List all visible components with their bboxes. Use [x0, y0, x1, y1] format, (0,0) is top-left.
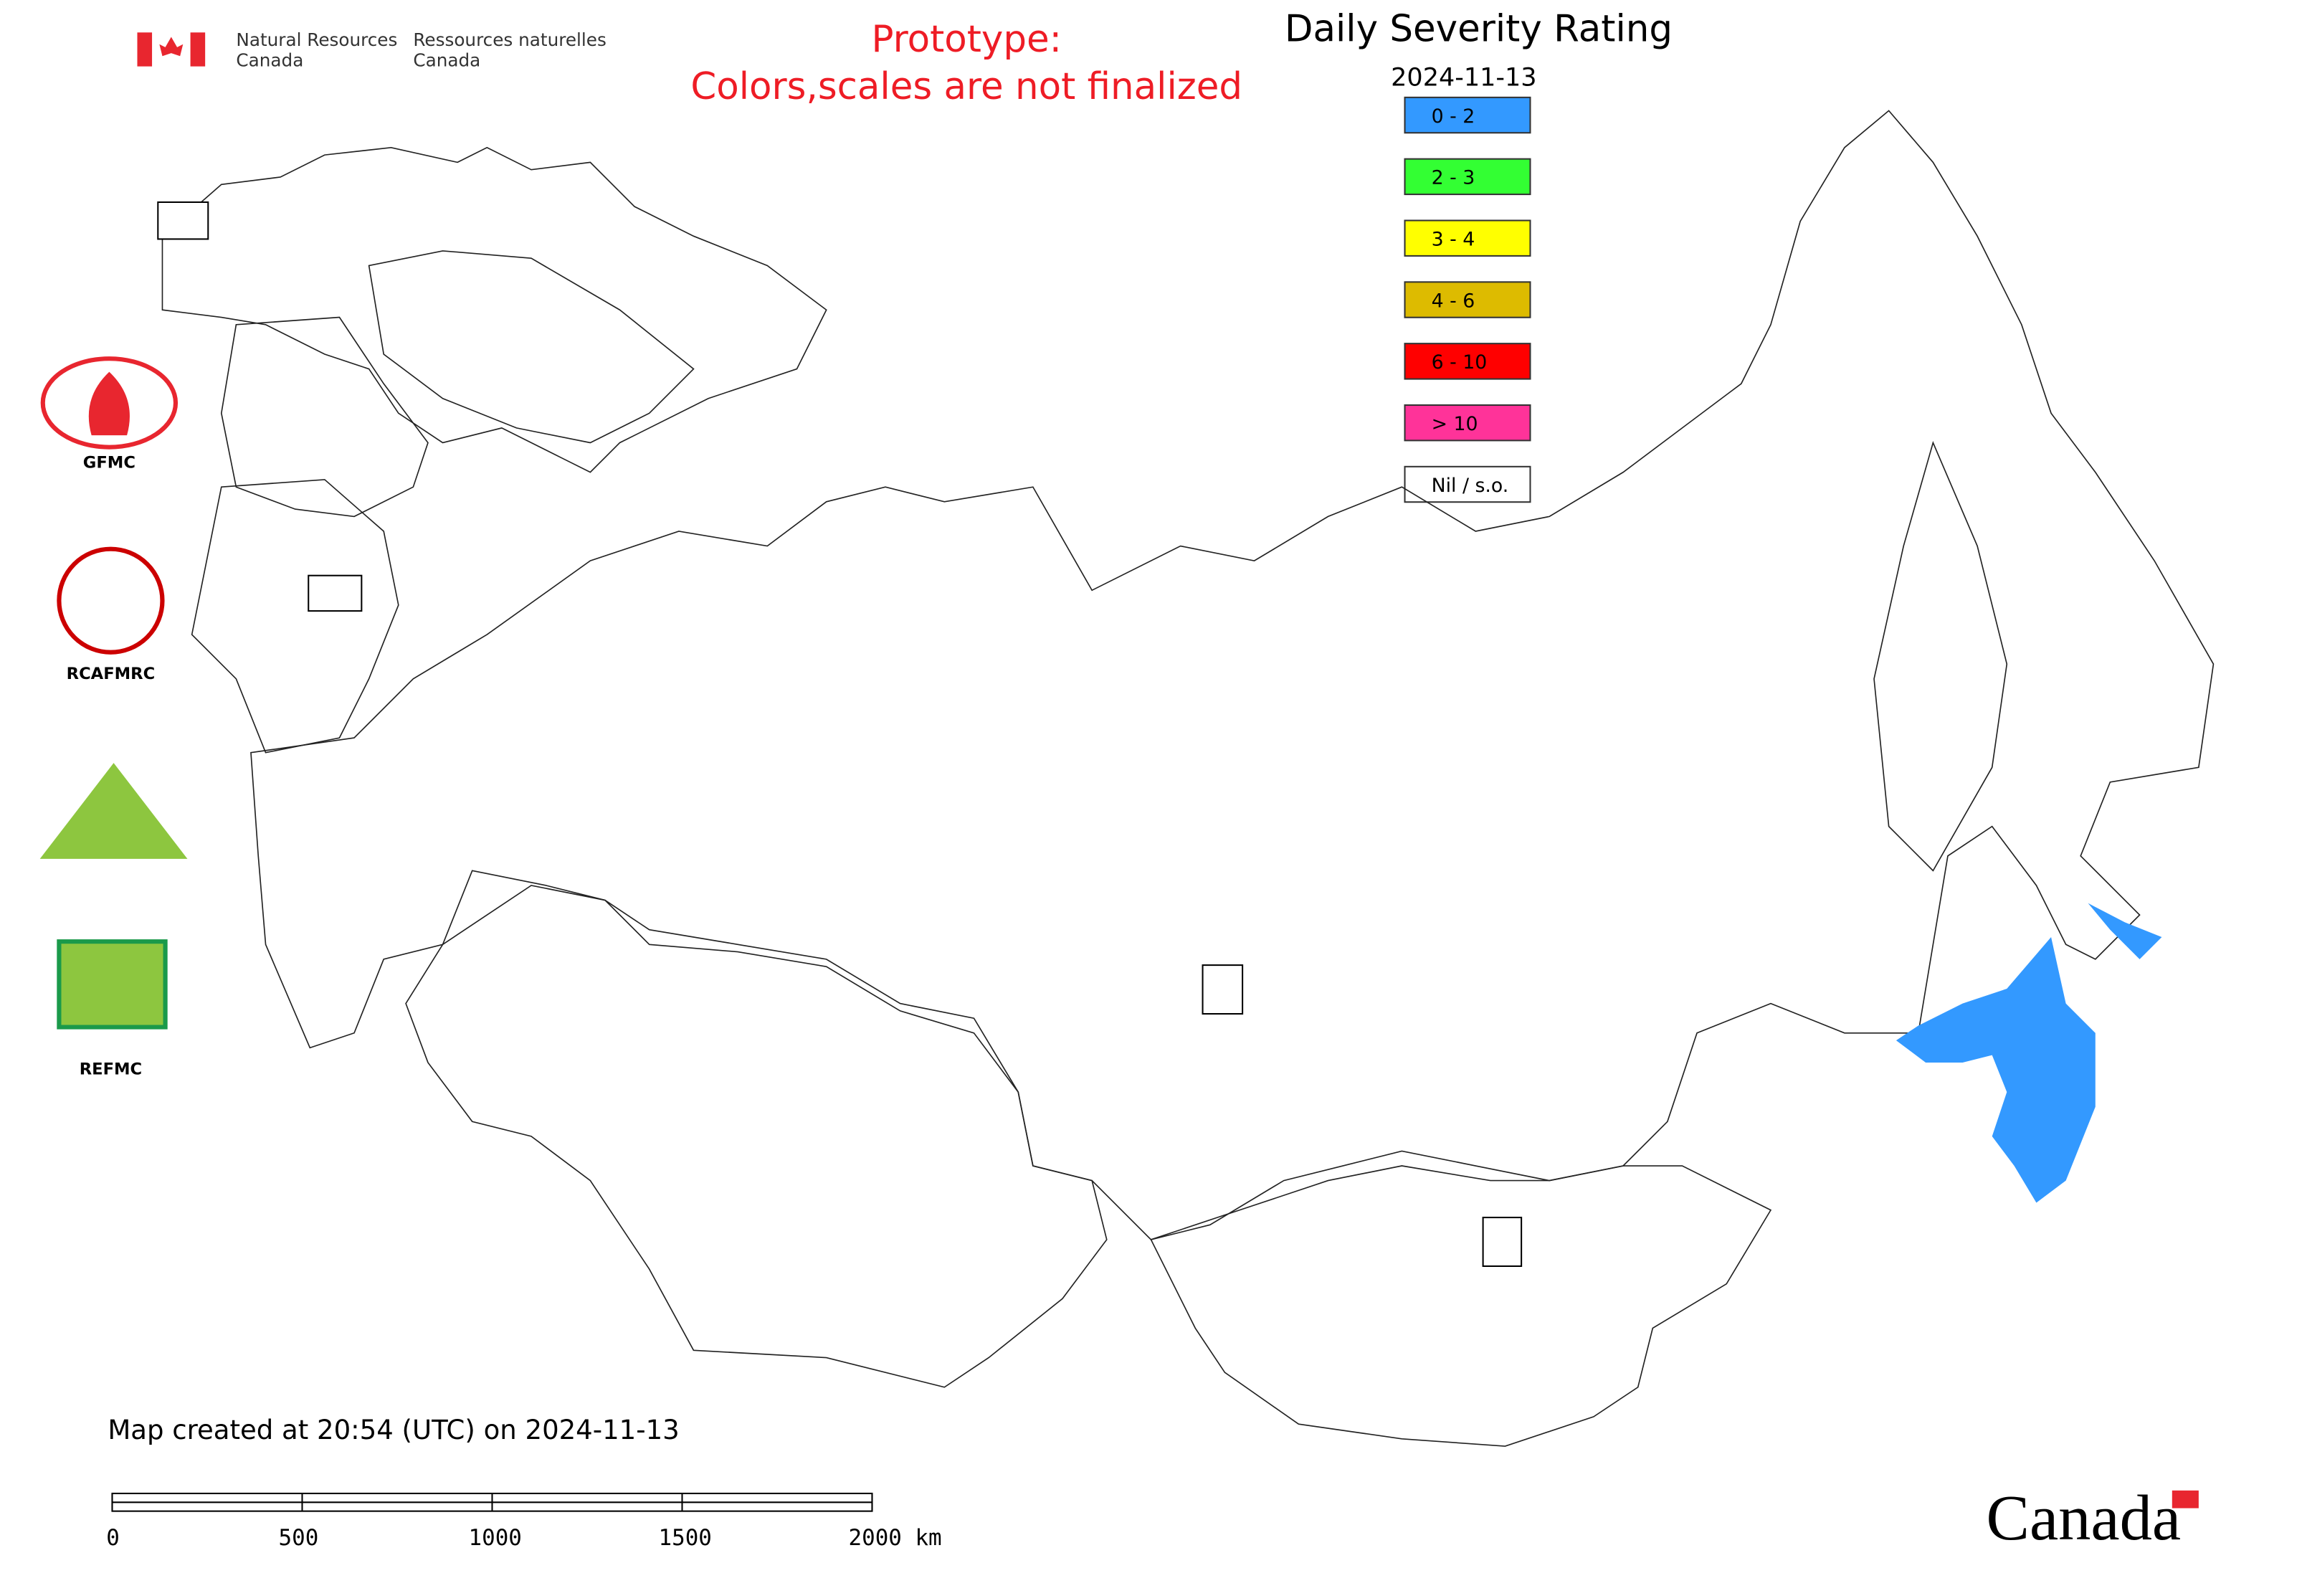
legend-swatch [1404, 158, 1531, 196]
agency-fr: Canada [413, 50, 480, 71]
agency-en: Natural Resources [236, 29, 397, 50]
agency-fr: Ressources naturelles [413, 29, 606, 50]
scale-label: 1000 [469, 1525, 522, 1551]
legend-title: Daily Severity Rating [1285, 8, 1673, 51]
notice: Prototype: [871, 18, 1061, 61]
legend-label: > 10 [1432, 413, 1478, 435]
legend-date: 2024-11-13 [1391, 63, 1536, 92]
logo-label: REFMC [80, 1060, 142, 1078]
legend-swatch [1404, 343, 1531, 380]
legend-swatch [1404, 96, 1531, 134]
logo-label: RCAFMRC [67, 665, 156, 683]
severity-area [1896, 936, 2096, 1203]
scale-label: 1500 [659, 1525, 712, 1551]
created-note: Map created at 20:54 (UTC) on 2024-11-13 [108, 1415, 679, 1445]
legend-label: 6 - 10 [1432, 351, 1488, 374]
legend-label: 4 - 6 [1432, 290, 1475, 312]
legend-swatch [1404, 465, 1531, 503]
legend-label: 2 - 3 [1432, 167, 1475, 189]
legend-label: 3 - 4 [1432, 228, 1475, 250]
wordmark-flag [2172, 1490, 2199, 1509]
logo-label: GFMC [83, 453, 135, 472]
legend-swatch [1404, 404, 1531, 442]
legend-swatch [1404, 281, 1531, 318]
scale-bar: 0 500 1000 1500 2000 km [106, 1492, 942, 1551]
notice: Colors,scales are not finalized [690, 65, 1242, 108]
scale-label: 500 [279, 1525, 319, 1551]
legend-label: Nil / s.o. [1432, 475, 1509, 497]
legend-label: 0 - 2 [1432, 105, 1475, 128]
scale-label: 2000 km [849, 1525, 942, 1551]
severity-area [2088, 903, 2162, 959]
scale-label: 0 [106, 1525, 120, 1551]
legend-swatch [1404, 219, 1531, 257]
canada-wordmark: Canada [1987, 1481, 2182, 1554]
agency-en: Canada [236, 50, 303, 71]
logos: GFMC RCAFMRC REFMC [39, 201, 1523, 1268]
legend: 0 - 2 2 - 3 3 - 4 4 - 6 6 - 10 > 10 Nil / s.o. [1404, 96, 1531, 503]
gc-signature: Natural Resources Canada Ressources natu… [137, 29, 607, 71]
